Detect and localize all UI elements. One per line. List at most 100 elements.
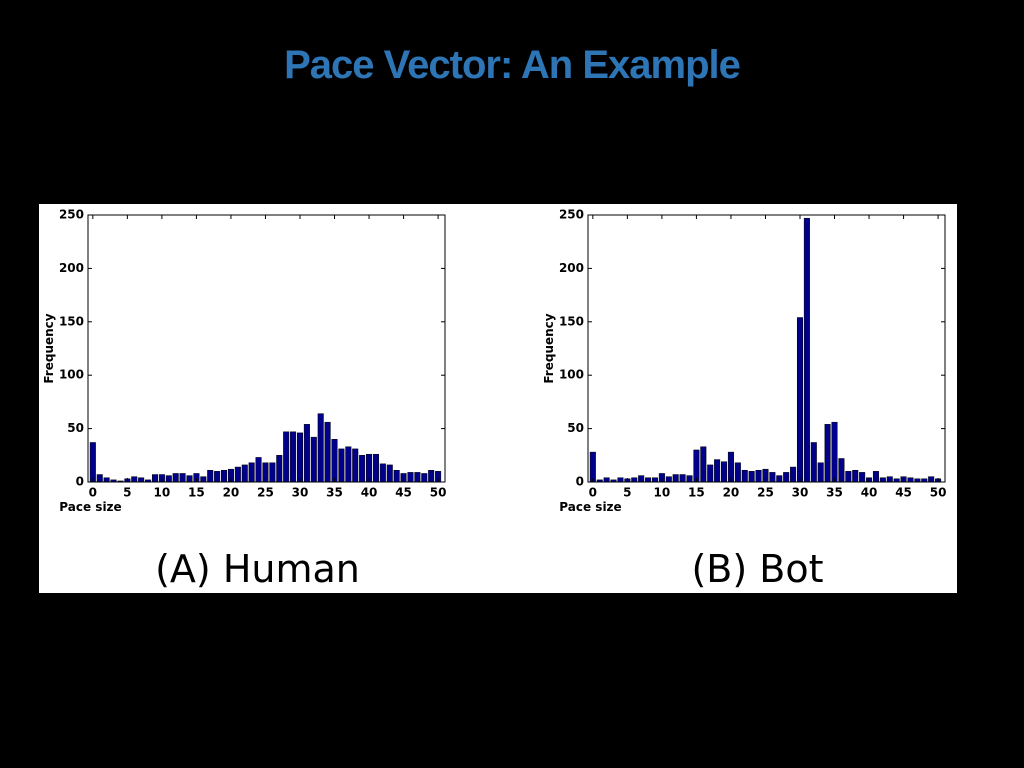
bar <box>617 477 624 483</box>
bar <box>907 477 914 483</box>
x-tick-label: 45 <box>895 486 912 500</box>
bar <box>879 477 886 483</box>
y-tick-label: 100 <box>559 368 584 382</box>
x-tick-label: 35 <box>326 486 343 500</box>
bar <box>207 470 214 483</box>
bar <box>776 475 783 483</box>
y-tick-label: 200 <box>59 261 84 275</box>
bar <box>790 466 797 483</box>
y-axis-label: Frequency <box>542 313 556 383</box>
bar <box>331 439 338 483</box>
x-tick-label: 20 <box>223 486 240 500</box>
bar <box>248 462 255 483</box>
y-tick-label: 0 <box>576 475 584 489</box>
figure-panel <box>39 204 957 593</box>
x-tick-label: 0 <box>589 486 597 500</box>
x-tick-label: 45 <box>395 486 412 500</box>
bar <box>165 475 172 483</box>
y-tick-label: 50 <box>67 421 84 435</box>
bar <box>290 431 297 483</box>
bar <box>817 462 824 483</box>
bar <box>366 453 373 483</box>
bar <box>386 464 393 483</box>
x-tick-label: 20 <box>723 486 740 500</box>
bar <box>414 472 421 483</box>
bar <box>872 471 879 483</box>
slide-title: Pace Vector: An Example <box>284 43 740 87</box>
bar <box>928 476 935 483</box>
bar <box>651 477 658 483</box>
bar <box>428 470 435 483</box>
bar <box>96 474 103 483</box>
bar <box>693 449 700 483</box>
bar <box>824 424 831 483</box>
x-tick-label: 10 <box>654 486 671 500</box>
bar <box>803 217 810 483</box>
x-tick-label: 35 <box>826 486 843 500</box>
bar <box>179 473 186 483</box>
bar <box>665 476 672 483</box>
y-tick-label: 200 <box>559 261 584 275</box>
bar <box>838 458 845 483</box>
bar <box>845 471 852 483</box>
x-tick-label: 25 <box>757 486 774 500</box>
x-tick-label: 40 <box>361 486 378 500</box>
axes-box <box>87 214 446 483</box>
x-tick-label: 25 <box>257 486 274 500</box>
y-tick-label: 100 <box>59 368 84 382</box>
axes-box <box>587 214 946 483</box>
bar <box>672 474 679 483</box>
bar <box>372 453 379 483</box>
bar <box>324 421 331 483</box>
y-axis-label: Frequency <box>42 313 56 383</box>
bar <box>310 436 317 483</box>
bar <box>345 446 352 483</box>
bar <box>734 462 741 483</box>
x-tick-label: 30 <box>792 486 809 500</box>
y-tick-label: 150 <box>559 314 584 328</box>
bar <box>831 421 838 483</box>
bar <box>886 476 893 483</box>
bar <box>603 477 610 483</box>
x-axis-label: Pace size <box>559 500 621 514</box>
x-tick-label: 5 <box>123 486 131 500</box>
y-tick-label: 250 <box>559 208 584 222</box>
bar <box>796 317 804 483</box>
bar <box>200 476 207 483</box>
bar <box>859 472 866 483</box>
bar <box>707 464 714 483</box>
bar <box>679 474 686 483</box>
bar <box>783 472 790 483</box>
y-tick-label: 0 <box>76 475 84 489</box>
bar <box>638 475 645 483</box>
caption: (B) Bot <box>691 547 823 591</box>
bar <box>748 471 755 483</box>
bar <box>296 432 304 483</box>
x-tick-label: 0 <box>89 486 97 500</box>
caption: (A) Human <box>155 547 360 591</box>
bar <box>241 464 248 483</box>
y-tick-label: 50 <box>567 421 584 435</box>
bar <box>276 455 283 483</box>
bar <box>810 442 817 483</box>
bar <box>393 470 400 483</box>
bar <box>138 477 145 483</box>
x-tick-label: 15 <box>688 486 705 500</box>
bar <box>407 472 414 483</box>
bar <box>269 462 276 483</box>
bar <box>714 459 721 483</box>
x-tick-label: 5 <box>623 486 631 500</box>
bar <box>421 473 428 483</box>
bar <box>686 475 693 483</box>
bar <box>721 461 728 483</box>
x-tick-label: 30 <box>292 486 309 500</box>
bar <box>103 477 110 483</box>
bar <box>379 463 386 483</box>
y-tick-label: 150 <box>59 314 84 328</box>
bar <box>151 474 158 483</box>
bar <box>700 446 707 483</box>
bar <box>283 431 290 483</box>
bar <box>221 470 228 483</box>
